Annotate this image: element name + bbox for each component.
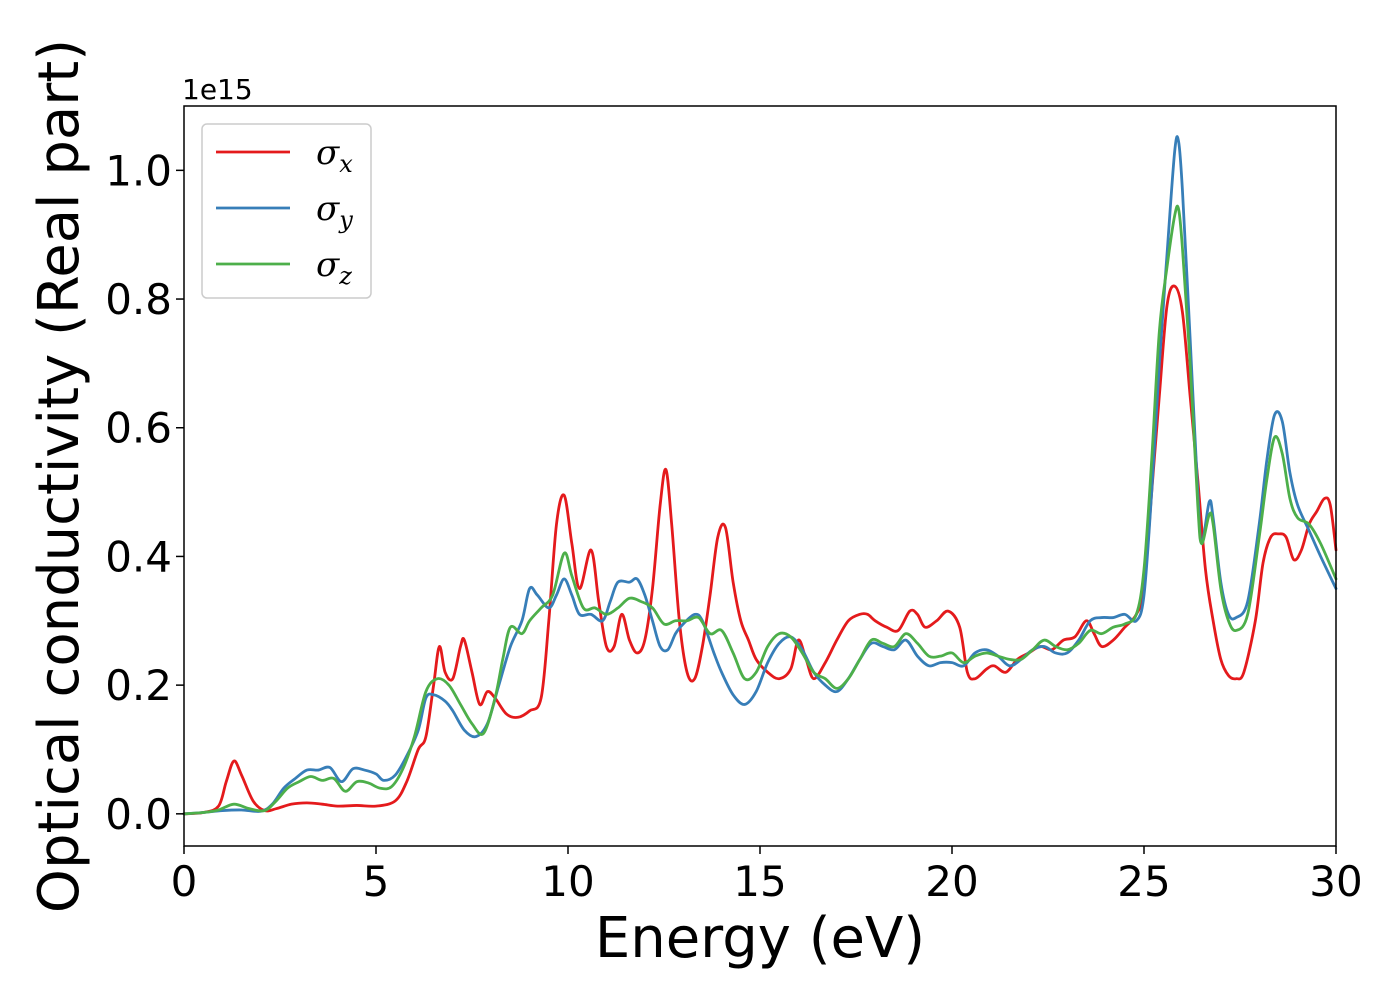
- plot-frame: [183, 105, 1337, 847]
- y-axis-title: Optical conductivity (Real part): [27, 39, 92, 913]
- series-layer: [182, 135, 1338, 816]
- series-line-x: [182, 284, 1338, 816]
- y-tick-label: 1.0: [105, 146, 172, 195]
- x-axis-ticks: 0 5 10 15 20 25 30: [171, 846, 1363, 906]
- y-tick-label: 0.8: [105, 275, 172, 324]
- x-tick-label: 5: [363, 857, 390, 906]
- x-tick-label: 0: [171, 857, 198, 906]
- legend-label-z: σz: [316, 245, 352, 290]
- x-axis-title: Energy (eV): [595, 906, 925, 971]
- x-tick-label: 30: [1309, 857, 1362, 906]
- y-tick-label: 0.0: [105, 790, 172, 839]
- legend-label-x: σx: [316, 133, 353, 178]
- legend-entries: σx σy σz: [216, 133, 353, 290]
- x-tick-label: 25: [1117, 857, 1170, 906]
- legend: σx σy σz: [201, 123, 372, 299]
- y-tick-label: 0.4: [105, 532, 172, 581]
- y-axis-ticks: 0.0 0.2 0.4 0.6 0.8 1.0: [105, 146, 184, 839]
- x-tick-label: 10: [541, 857, 594, 906]
- y-tick-label: 0.2: [105, 661, 172, 710]
- series-line-z: [182, 204, 1338, 816]
- legend-box: [201, 123, 372, 299]
- x-tick-label: 20: [925, 857, 978, 906]
- plot-area: [184, 106, 1336, 846]
- x-tick-label: 15: [733, 857, 786, 906]
- y-tick-label: 0.6: [105, 404, 172, 453]
- y-offset-text: 1e15: [182, 73, 253, 106]
- legend-label-y: σy: [316, 189, 353, 234]
